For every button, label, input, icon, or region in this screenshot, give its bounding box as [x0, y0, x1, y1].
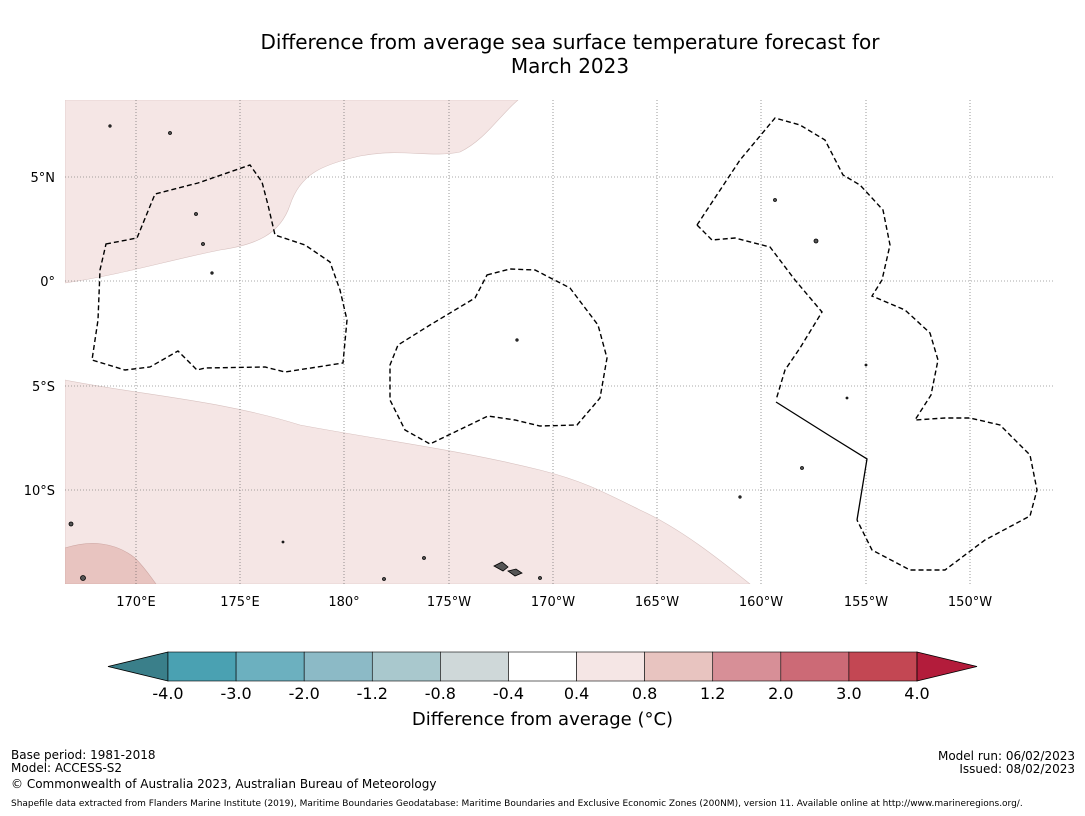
island-gilbert-c: [210, 271, 214, 275]
colorbar-segment: [303, 651, 373, 682]
base-period: Base period: 1981-2018: [11, 748, 156, 762]
latitude-labels: 5°N 0° 5°S 10°S: [24, 171, 55, 499]
footer-left: Base period: 1981-2018 Model: ACCESS-S2 …: [11, 749, 436, 791]
title-line-2: March 2023: [510, 54, 630, 78]
colorbar-label: Difference from average (°C): [411, 709, 674, 730]
colorbar-segment: [576, 651, 645, 682]
colorbar-tick-label: 4.0: [904, 684, 929, 700]
lat-label-5n: 5°N: [31, 171, 56, 186]
lon-label-175e: 175°E: [220, 595, 260, 610]
colorbar-tick-label: 0.8: [632, 684, 657, 700]
colorbar-segment: [508, 651, 577, 682]
colorbar-segment: [235, 651, 305, 682]
island-sw-a: [68, 521, 74, 527]
islands: [68, 124, 868, 581]
eez-boundaries: [91, 117, 1038, 571]
island-line-d: [738, 495, 742, 499]
island-samoa-a: [493, 561, 509, 572]
colorbar-tick-label: 1.2: [700, 684, 725, 700]
colorbar-tick-label: 0.4: [564, 684, 589, 700]
colorbar-segment: [712, 651, 782, 682]
lon-label-150w: 150°W: [948, 595, 992, 610]
lat-label-10s: 10°S: [24, 484, 55, 499]
shapefile-credit: Shapefile data extracted from Flanders M…: [11, 799, 1023, 809]
colorbar: -4.0 -3.0 -2.0 -1.2 -0.8 -0.4 0.4 0.8 1.2 2.0 3.0 4…: [107, 651, 978, 700]
anomaly-region-strong-south-west: [65, 543, 157, 584]
island-tonga: [422, 556, 426, 560]
issued-date: Issued: 08/02/2023: [959, 762, 1075, 776]
eez-boundary-kiribati-gilbert: [91, 164, 348, 373]
anomaly-region-north-west: [65, 100, 519, 284]
island-phoenix: [515, 338, 519, 342]
colorbar-segment: [440, 651, 509, 682]
island-gilbert-a: [194, 212, 198, 216]
island-line-a: [800, 466, 804, 470]
lon-label-170w: 170°W: [531, 595, 575, 610]
island-line-b: [813, 238, 819, 244]
lon-label-170e: 170°E: [116, 595, 156, 610]
eez-boundary-line-islands-north: [696, 224, 823, 401]
colorbar-tick-label: -0.4: [493, 684, 524, 700]
lon-label-175w: 175°W: [427, 595, 471, 610]
colorbar-extend-low: [107, 651, 169, 682]
model-name: Model: ACCESS-S2: [11, 761, 123, 775]
island-s-a: [382, 577, 386, 581]
colorbar-extend-high: [916, 651, 978, 682]
copyright: © Commonwealth of Australia 2023, Austra…: [11, 777, 437, 791]
lon-label-180: 180°: [328, 595, 359, 610]
colorbar-tick-label: -4.0: [152, 684, 183, 700]
eez-boundary-line-islands: [696, 117, 1038, 571]
title-line-1: Difference from average sea surface temp…: [260, 30, 880, 54]
island-line-c: [773, 198, 777, 202]
island-gilbert-b: [201, 242, 205, 246]
island-s-c: [281, 540, 285, 544]
chart-title: Difference from average sea surface temp…: [0, 30, 1085, 78]
island-s-b: [538, 576, 542, 580]
colorbar-segment: [780, 651, 850, 682]
island-marshall-b: [108, 124, 112, 128]
lon-label-160w: 160°W: [739, 595, 783, 610]
model-run: Model run: 06/02/2023: [937, 749, 1075, 763]
colorbar-tick-label: -3.0: [220, 684, 251, 700]
island-line-f: [845, 396, 849, 400]
sst-anomaly-map: 5°N 0° 5°S 10°S 170°E 175°E 180° 175°W 1…: [24, 100, 1053, 700]
anomaly-region-south: [65, 379, 751, 584]
colorbar-tick-label: -1.2: [357, 684, 388, 700]
footer-right: Model run: 06/02/2023 Issued: 08/02/2023: [938, 750, 1075, 776]
island-sw-b: [80, 575, 86, 581]
colorbar-segment: [644, 651, 714, 682]
colorbar-tick-label: 2.0: [768, 684, 793, 700]
eez-boundary-phoenix-islands: [389, 268, 608, 445]
island-marshall-a: [168, 131, 172, 135]
longitude-labels: 170°E 175°E 180° 175°W 170°W 165°W 160°W…: [116, 595, 992, 610]
island-line-e: [864, 363, 868, 367]
island-samoa-b: [507, 568, 523, 577]
colorbar-segment: [848, 651, 918, 682]
colorbar-segment: [371, 651, 441, 682]
colorbar-tick-label: 3.0: [836, 684, 861, 700]
maritime-boundary-solid: [775, 401, 868, 521]
colorbar-tick-label: -2.0: [289, 684, 320, 700]
lon-label-155w: 155°W: [844, 595, 888, 610]
colorbar-tick-label: -0.8: [425, 684, 456, 700]
lat-label-equator: 0°: [40, 275, 55, 290]
lon-label-165w: 165°W: [635, 595, 679, 610]
colorbar-segment: [167, 651, 237, 682]
lat-label-5s: 5°S: [32, 380, 55, 395]
map-plot-area: [65, 100, 1053, 584]
